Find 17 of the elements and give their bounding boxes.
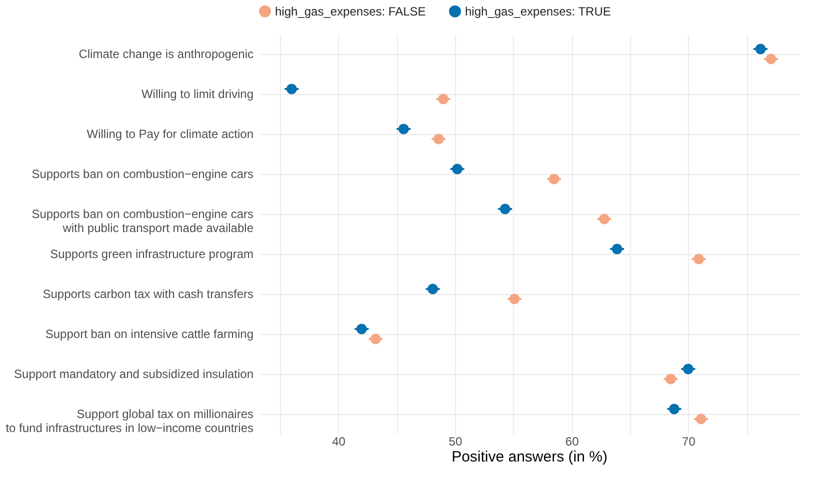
legend-label: high_gas_expenses: FALSE bbox=[275, 4, 426, 18]
x-axis-title: Positive answers (in %) bbox=[452, 448, 608, 466]
y-tick-label: Willing to Pay for climate action bbox=[86, 127, 254, 141]
y-tick-label: Supports carbon tax with cash transfers bbox=[42, 287, 254, 301]
x-tick-label: 70 bbox=[682, 434, 696, 448]
y-tick-label: Willing to limit driving bbox=[141, 87, 254, 101]
x-tick-label: 60 bbox=[565, 434, 580, 448]
y-tick-label: Supports ban on combustion−engine cars with public transport made available bbox=[32, 207, 254, 235]
x-tick-label: 40 bbox=[332, 434, 346, 448]
y-tick-label: Support ban on intensive cattle farming bbox=[45, 327, 254, 341]
y-tick-label: Supports ban on combustion−engine cars bbox=[32, 167, 254, 181]
y-tick-label: Climate change is anthropogenic bbox=[78, 47, 254, 61]
y-tick-label: Support mandatory and subsidized insulation bbox=[14, 367, 254, 381]
y-tick-label: Support global tax on millionaires to fund infrastructures in low−income countries bbox=[6, 407, 254, 435]
x-tick-label: 50 bbox=[448, 434, 462, 448]
y-tick-label: Supports green infrastructure program bbox=[50, 247, 254, 261]
legend-label: high_gas_expenses: TRUE bbox=[465, 4, 611, 18]
